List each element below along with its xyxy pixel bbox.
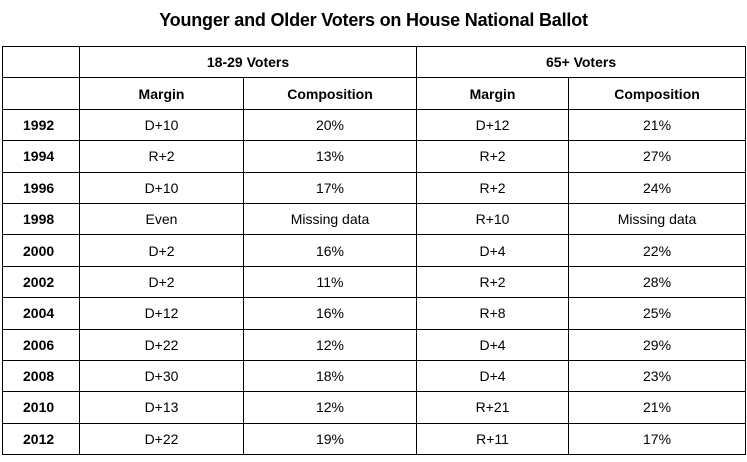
young-margin-cell: D+30 [79, 359, 244, 393]
col-header-young-margin: Margin [79, 77, 244, 110]
old-composition-cell: 25% [568, 297, 747, 330]
page-title: Younger and Older Voters on House Nation… [159, 10, 588, 30]
year-cell: 2008 [2, 359, 80, 393]
old-margin-cell: R+11 [416, 422, 570, 456]
group-header-young: 18-29 Voters [78, 45, 418, 79]
young-margin-cell: D+10 [79, 108, 244, 142]
young-composition-cell: 13% [242, 140, 418, 173]
young-composition-cell: 16% [242, 234, 418, 267]
table-row: 1998 Even Missing data R+10 Missing data [2, 202, 747, 236]
year-cell: 1998 [2, 202, 80, 236]
young-composition-cell: 11% [242, 265, 418, 299]
table-row: 2004 D+12 16% R+8 25% [2, 297, 747, 330]
year-cell: 1996 [2, 171, 80, 204]
old-margin-cell: R+21 [416, 391, 570, 424]
young-margin-cell: D+2 [79, 265, 244, 299]
old-margin-cell: D+4 [416, 234, 570, 267]
old-composition-cell: 27% [568, 140, 747, 173]
table-row: 2002 D+2 11% R+2 28% [2, 265, 747, 299]
year-cell: 2004 [2, 297, 80, 330]
old-margin-cell: D+4 [416, 328, 570, 361]
table-row: 2012 D+22 19% R+11 17% [2, 422, 747, 456]
old-margin-cell: D+12 [416, 108, 570, 142]
old-composition-cell: 23% [568, 359, 747, 393]
corner-cell [2, 45, 80, 79]
table-row: 2008 D+30 18% D+4 23% [2, 359, 747, 393]
year-cell: 2010 [2, 391, 80, 424]
year-cell: 2006 [2, 328, 80, 361]
old-composition-cell: 22% [568, 234, 747, 267]
old-margin-cell: D+4 [416, 359, 570, 393]
year-cell: 2012 [2, 422, 80, 456]
table-body: 1992 D+10 20% D+12 21% 1994 R+2 13% R+2 27% 1996 D+… [2, 108, 747, 456]
old-margin-cell: R+2 [416, 265, 570, 299]
young-margin-cell: D+22 [79, 328, 244, 361]
old-margin-cell: R+2 [416, 171, 570, 204]
young-margin-cell: D+2 [79, 234, 244, 267]
old-margin-cell: R+2 [416, 140, 570, 173]
year-cell: 2000 [2, 234, 80, 267]
corner-cell [2, 77, 80, 110]
table-row: 1992 D+10 20% D+12 21% [2, 108, 747, 142]
table-row: 2006 D+22 12% D+4 29% [2, 328, 747, 361]
table-row: 1994 R+2 13% R+2 27% [2, 140, 747, 173]
young-composition-cell: Missing data [242, 202, 418, 236]
voters-table: 18-29 Voters 65+ Voters Margin Compositi… [2, 45, 747, 456]
old-composition-cell: 21% [568, 108, 747, 142]
old-composition-cell: 17% [568, 422, 747, 456]
col-header-old-margin: Margin [416, 77, 570, 110]
group-header-old: 65+ Voters [416, 45, 747, 79]
old-composition-cell: 21% [568, 391, 747, 424]
table-row: 2000 D+2 16% D+4 22% [2, 234, 747, 267]
table-row: 1996 D+10 17% R+2 24% [2, 171, 747, 204]
young-margin-cell: R+2 [79, 140, 244, 173]
sub-header-row: Margin Composition Margin Composition [2, 77, 747, 110]
old-composition-cell: 29% [568, 328, 747, 361]
young-margin-cell: D+13 [79, 391, 244, 424]
young-composition-cell: 18% [242, 359, 418, 393]
old-composition-cell: 28% [568, 265, 747, 299]
old-margin-cell: R+10 [416, 202, 570, 236]
old-composition-cell: Missing data [568, 202, 747, 236]
year-cell: 1992 [2, 108, 80, 142]
table-row: 2010 D+13 12% R+21 21% [2, 391, 747, 424]
young-composition-cell: 12% [242, 391, 418, 424]
young-margin-cell: Even [79, 202, 244, 236]
year-cell: 1994 [2, 140, 80, 173]
young-margin-cell: D+22 [79, 422, 244, 456]
col-header-young-composition: Composition [242, 77, 418, 110]
group-header-row: 18-29 Voters 65+ Voters [2, 45, 747, 79]
young-composition-cell: 12% [242, 328, 418, 361]
young-composition-cell: 16% [242, 297, 418, 330]
young-margin-cell: D+10 [79, 171, 244, 204]
old-composition-cell: 24% [568, 171, 747, 204]
young-margin-cell: D+12 [79, 297, 244, 330]
young-composition-cell: 19% [242, 422, 418, 456]
year-cell: 2002 [2, 265, 80, 299]
young-composition-cell: 17% [242, 171, 418, 204]
young-composition-cell: 20% [242, 108, 418, 142]
col-header-old-composition: Composition [568, 77, 747, 110]
old-margin-cell: R+8 [416, 297, 570, 330]
